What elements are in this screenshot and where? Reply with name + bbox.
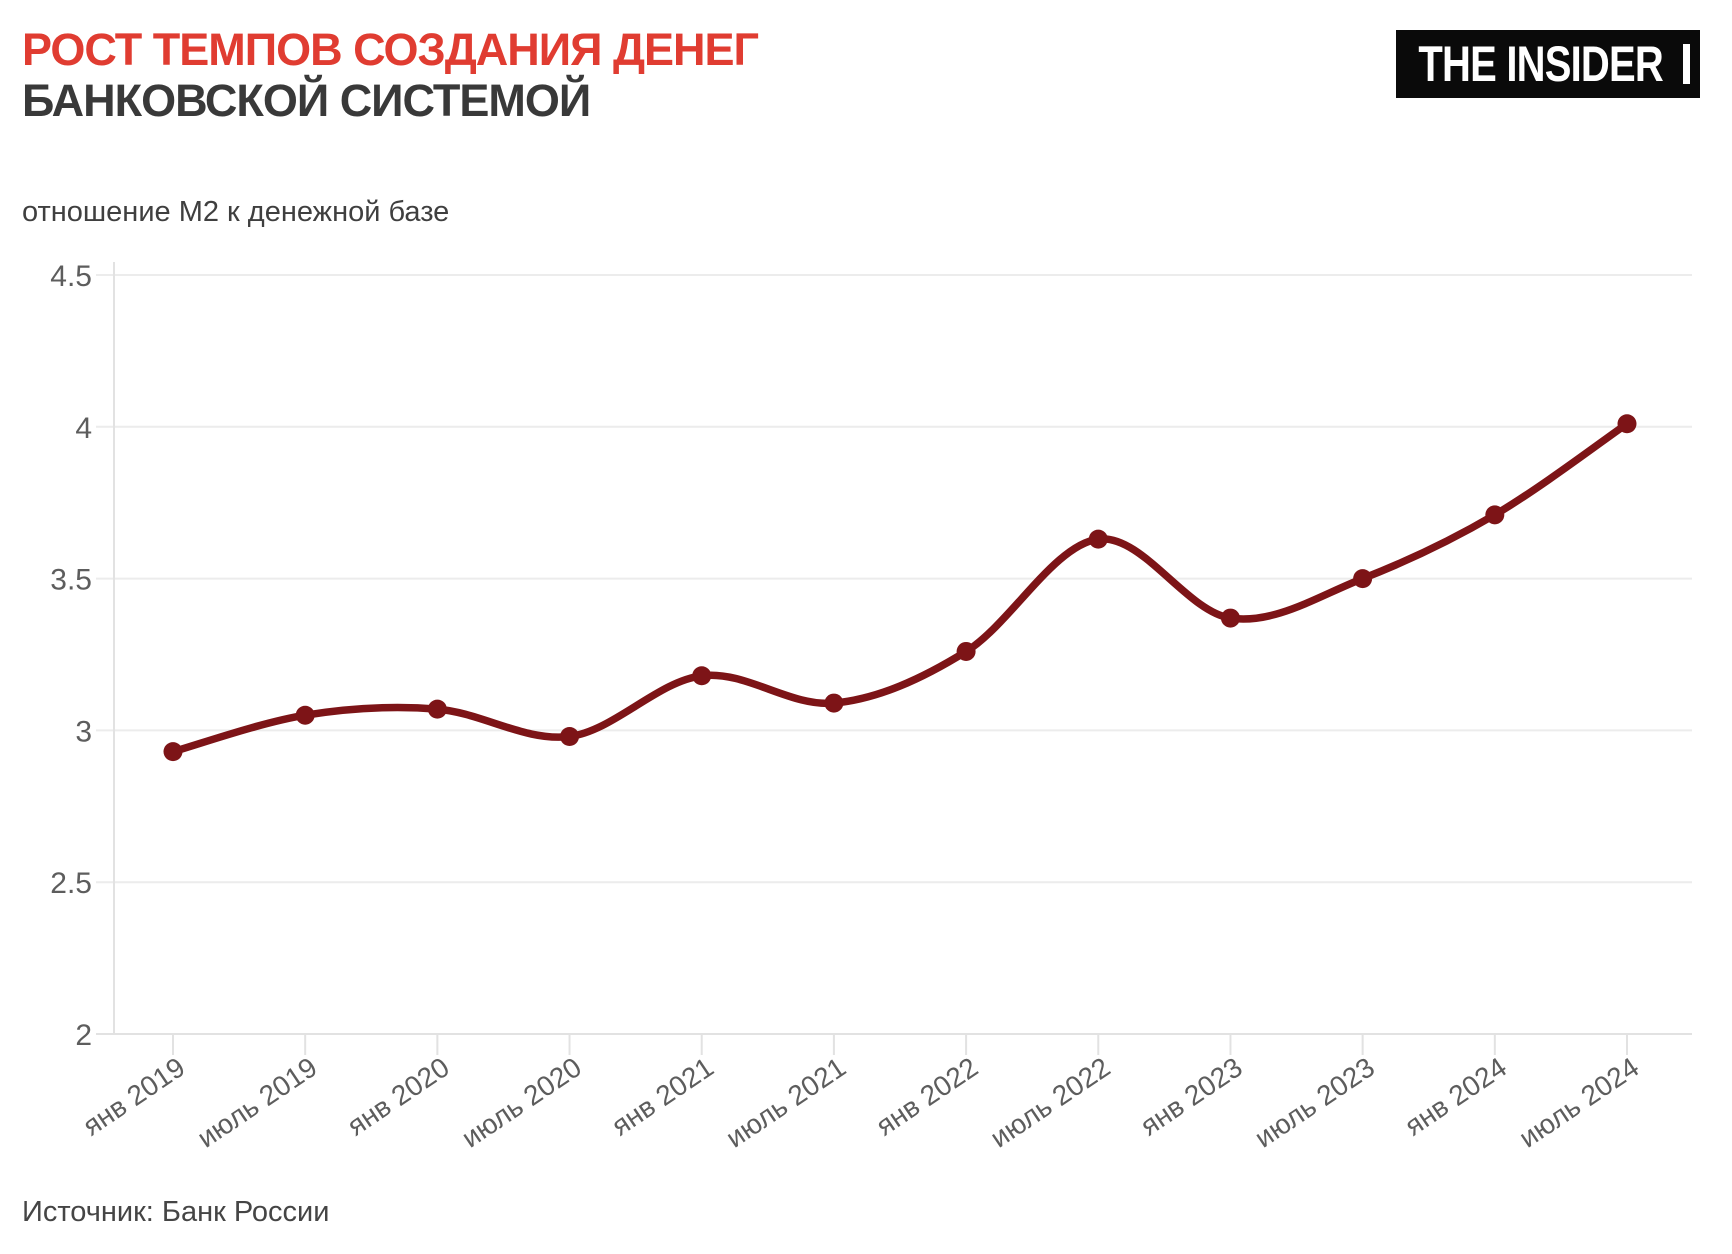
y-tick-label: 4.5 — [50, 260, 92, 293]
chart-title-secondary: БАНКОВСКОЙ СИСТЕМОЙ — [22, 75, 591, 126]
x-tick-label: янв 2022 — [870, 1051, 983, 1141]
data-point — [1485, 505, 1505, 525]
data-point — [1220, 608, 1240, 628]
x-tick-label: янв 2020 — [342, 1051, 455, 1141]
x-tick-label: июль 2022 — [985, 1051, 1116, 1153]
chart-title: РОСТ ТЕМПОВ СОЗДАНИЯ ДЕНЕГ БАНКОВСКОЙ СИ… — [22, 24, 759, 126]
data-point — [295, 705, 315, 725]
x-tick-label: янв 2019 — [77, 1051, 190, 1141]
x-tick-label: июль 2019 — [192, 1051, 323, 1153]
logo-cursor-bar — [1683, 44, 1690, 84]
x-tick-label: июль 2023 — [1249, 1051, 1380, 1153]
data-point — [824, 693, 844, 713]
series-line — [169, 420, 1631, 756]
source-note: Источник: Банк России — [22, 1196, 330, 1228]
data-point — [1617, 414, 1637, 434]
chart-title-accent: РОСТ ТЕМПОВ СОЗДАНИЯ ДЕНЕГ — [22, 24, 759, 75]
chart-subtitle: отношение М2 к денежной базе — [22, 196, 450, 228]
data-point — [1088, 529, 1108, 549]
y-tick-label: 4 — [75, 412, 92, 445]
data-point — [692, 666, 712, 686]
x-tick-label: янв 2024 — [1399, 1051, 1512, 1141]
data-point — [560, 726, 580, 746]
the-insider-logo: THE INSIDER — [1396, 30, 1700, 98]
data-point — [956, 641, 976, 661]
x-tick-label: июль 2021 — [720, 1051, 851, 1153]
y-tick-label: 3 — [75, 715, 92, 748]
y-tick-label: 2 — [75, 1019, 92, 1052]
y-tick-label: 2.5 — [50, 867, 92, 900]
data-point — [163, 742, 183, 762]
x-tick-label: июль 2020 — [456, 1051, 587, 1153]
x-tick-label: янв 2023 — [1135, 1051, 1248, 1141]
logo-text: THE INSIDER — [1418, 36, 1663, 92]
data-point — [1353, 569, 1373, 589]
x-tick-label: янв 2021 — [606, 1051, 719, 1141]
y-tick-label: 3.5 — [50, 564, 92, 597]
data-point — [427, 699, 447, 719]
x-tick-label: июль 2024 — [1513, 1051, 1644, 1153]
